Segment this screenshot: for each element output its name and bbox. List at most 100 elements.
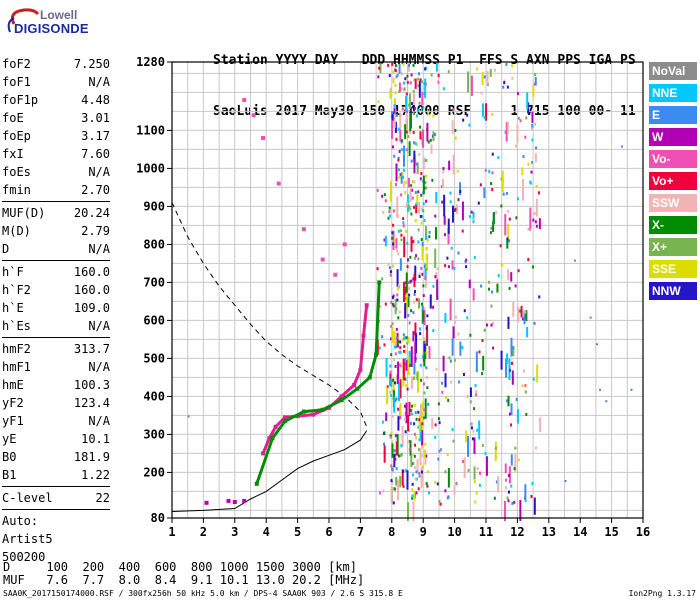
spread-echo-point: [492, 321, 495, 325]
spread-echo-point: [418, 275, 421, 279]
spread-echo-point: [482, 355, 485, 371]
spread-echo-point: [391, 322, 394, 326]
spread-echo-point: [478, 483, 481, 487]
spread-echo-point: [393, 342, 396, 346]
spread-echo-point: [514, 446, 517, 450]
spread-echo-point: [529, 180, 532, 184]
spread-echo-point: [408, 363, 411, 367]
spread-echo-point: [412, 131, 415, 135]
spread-echo-point: [411, 188, 414, 192]
param-label: foEs: [2, 165, 31, 179]
spread-echo-point: [444, 489, 447, 493]
param-value: 313.7: [73, 342, 110, 356]
spread-echo-point: [414, 443, 417, 447]
spread-echo-point: [403, 344, 406, 348]
spread-echo-point: [488, 287, 491, 291]
spread-echo-point: [451, 338, 454, 356]
spread-echo-point: [376, 267, 379, 271]
spread-echo-point: [396, 298, 399, 302]
spread-echo-point: [415, 254, 418, 258]
spread-echo-point: [444, 264, 447, 268]
spread-echo-point: [434, 227, 437, 240]
spread-echo-point: [392, 264, 395, 268]
spread-echo-point: [435, 367, 438, 371]
spread-echo-point: [429, 138, 432, 142]
y-tick-label: 800: [143, 237, 165, 251]
spread-echo-point: [393, 345, 396, 349]
spread-echo-point: [413, 106, 416, 110]
spread-echo-point: [621, 145, 624, 148]
param-separator: [2, 201, 110, 202]
spread-echo-point: [524, 384, 527, 388]
spread-echo-point: [513, 467, 516, 471]
spread-echo-point: [388, 206, 391, 210]
spread-echo-point: [415, 162, 418, 166]
spread-echo-point: [492, 220, 495, 232]
spread-echo-point: [432, 114, 435, 118]
param-value: N/A: [88, 242, 110, 256]
spread-echo-point: [409, 255, 412, 259]
spread-echo-point: [395, 183, 398, 187]
spread-echo-point: [403, 236, 406, 258]
trace-point: [301, 227, 306, 232]
spread-echo-point: [422, 382, 425, 386]
spread-echo-point: [508, 490, 511, 494]
spread-echo-point: [425, 236, 428, 240]
spread-echo-point: [425, 174, 428, 178]
spread-echo-point: [398, 310, 401, 314]
spread-echo-point: [422, 106, 425, 110]
spread-echo-point: [411, 482, 414, 486]
spread-echo-point: [531, 160, 534, 164]
spread-echo-point: [497, 476, 500, 493]
spread-echo-point: [419, 125, 422, 129]
spread-echo-point: [398, 350, 401, 354]
spread-echo-point: [497, 274, 500, 278]
spread-echo-point: [432, 329, 435, 333]
spread-echo-point: [402, 484, 405, 488]
spread-echo-point: [438, 449, 441, 453]
param-value: 20.24: [73, 206, 110, 220]
spread-echo-point: [522, 317, 525, 321]
spread-echo-point: [516, 125, 519, 143]
param-row: foF1p 4.48: [2, 91, 110, 109]
spread-echo-point: [412, 376, 415, 380]
spread-echo-point: [492, 212, 495, 225]
spread-echo-point: [415, 203, 418, 214]
spread-echo-point: [456, 169, 459, 173]
spread-echo-point: [473, 256, 476, 260]
spread-echo-point: [447, 468, 450, 488]
spread-echo-point: [500, 350, 503, 370]
spread-echo-point: [530, 495, 533, 499]
spread-echo-point: [437, 457, 440, 461]
spread-echo-point: [441, 200, 444, 204]
spread-echo-point: [443, 215, 446, 225]
legend-item-x: X+: [649, 238, 697, 256]
spread-echo-point: [406, 387, 409, 391]
spread-echo-point: [389, 370, 392, 374]
spread-echo-point: [399, 350, 402, 354]
spread-echo-point: [481, 339, 484, 343]
spread-echo-point: [440, 448, 443, 452]
spread-echo-point: [397, 381, 400, 402]
scaled-parameters-panel: foF2 7.250 foF1 N/A foF1p 4.48 foE 3.01 foEp 3.17…: [2, 55, 110, 566]
param-row: yE 10.1: [2, 430, 110, 448]
spread-echo-point: [402, 349, 405, 353]
param-label: fmin: [2, 183, 31, 197]
spread-echo-point: [447, 227, 450, 245]
spread-echo-point: [425, 199, 428, 203]
spread-echo-point: [508, 412, 511, 416]
spread-echo-point: [405, 286, 408, 290]
spread-echo-point: [521, 167, 524, 176]
spread-echo-point: [452, 326, 455, 339]
param-label: Auto:: [2, 514, 39, 528]
spread-echo-point: [425, 376, 428, 380]
spread-echo-point: [391, 236, 394, 240]
spread-echo-point: [439, 502, 442, 506]
spread-echo-point: [538, 218, 541, 230]
spread-echo-point: [399, 346, 402, 350]
y-tick-label: 80: [151, 511, 165, 525]
spread-echo-point: [392, 304, 395, 308]
spread-echo-point: [506, 399, 509, 403]
param-label: Artist5: [2, 532, 53, 546]
spread-echo-point: [536, 364, 539, 383]
